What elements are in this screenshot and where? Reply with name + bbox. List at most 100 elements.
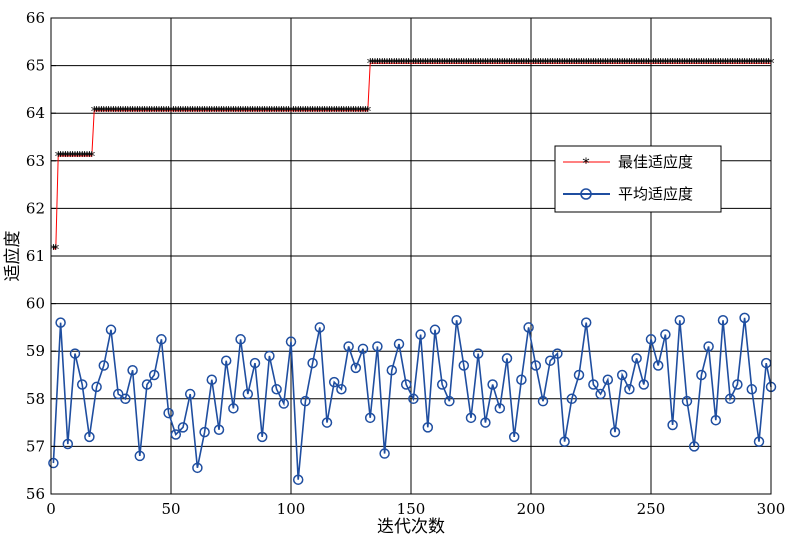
average-fitness-point [660,329,671,340]
best-fitness-point: * [684,57,691,72]
best-fitness-point: * [319,105,326,120]
best-fitness-point: * [362,105,369,120]
best-fitness-point: * [278,105,285,120]
average-fitness-point [184,388,196,400]
average-fitness-point [703,341,714,352]
average-fitness-point [386,364,398,376]
average-fitness-point [249,357,261,369]
best-fitness-point: * [665,57,672,72]
average-fitness-point [573,369,585,381]
average-fitness-point [559,436,570,447]
average-fitness-point [163,407,174,419]
average-fitness-point [508,431,520,443]
best-fitness-point: * [552,57,559,72]
best-fitness-point: * [115,105,122,120]
average-fitness-point [170,429,182,440]
average-fitness-point [364,412,376,424]
best-fitness-point: * [266,105,273,120]
best-fitness-point: * [108,105,115,120]
best-fitness-point: * [53,243,60,258]
best-fitness-point: * [530,57,537,72]
best-fitness-point: * [295,105,302,120]
best-fitness-point: * [518,57,525,72]
average-fitness-point [429,324,441,336]
best-fitness-point: * [113,105,120,120]
best-fitness-point: * [137,105,144,120]
y-tick-label: 61 [26,247,45,265]
best-fitness-point: * [129,105,136,120]
best-fitness-point: * [57,150,64,165]
best-fitness-point: * [223,105,230,120]
best-fitness-point: * [703,57,710,72]
best-fitness-point: * [173,105,180,120]
best-fitness-point: * [446,57,453,72]
best-fitness-point: * [501,57,508,72]
average-fitness-point [753,436,765,447]
best-fitness-point: * [149,105,156,120]
best-fitness-point: * [175,105,182,120]
best-fitness-point: * [249,105,256,120]
best-fitness-point: * [504,57,511,72]
best-fitness-point: * [667,57,674,72]
best-fitness-point: * [523,57,530,72]
best-fitness-point: * [612,57,619,72]
y-tick-label: 63 [26,152,45,170]
average-fitness-point [487,379,498,390]
best-fitness-point: * [67,150,74,165]
best-fitness-point: * [749,57,756,72]
best-fitness-point: * [729,57,736,72]
legend-marker-best: * [583,156,590,172]
best-fitness-point: * [636,57,643,72]
best-fitness-point: * [525,57,532,72]
best-fitness-point: * [739,57,746,72]
best-fitness-point: * [451,57,458,72]
legend-label-best: 最佳适应度 [618,153,693,171]
average-fitness-point [501,353,513,364]
y-tick-label: 59 [26,342,45,360]
series-layer: ****************************************… [48,57,777,485]
best-fitness-point: * [283,105,290,120]
best-fitness-point: * [151,105,158,120]
best-fitness-point: * [225,105,232,120]
average-fitness-point [746,384,758,395]
best-fitness-point: * [77,150,84,165]
best-fitness-point: * [300,105,307,120]
best-fitness-point: * [141,105,148,120]
best-fitness-point: * [146,105,153,120]
best-fitness-point: * [629,57,636,72]
y-tick-label: 58 [26,390,45,408]
best-fitness-point: * [753,57,760,72]
best-fitness-point: * [91,105,98,120]
average-fitness-point [724,393,736,405]
best-fitness-point: * [758,57,765,72]
average-fitness-point [652,360,664,371]
best-fitness-point: * [252,105,259,120]
legend-marker-average [580,188,592,200]
best-fitness-point: * [345,105,352,120]
average-fitness-point [120,393,131,405]
best-fitness-point: * [396,57,403,72]
best-fitness-point: * [233,105,240,120]
best-fitness-point: * [254,105,261,120]
best-fitness-point: * [732,57,739,72]
best-fitness-point: * [650,57,657,72]
best-fitness-point: * [638,57,645,72]
best-fitness-point: * [763,57,770,72]
average-fitness-point [62,438,74,450]
best-fitness-point: * [55,150,62,165]
best-fitness-point: * [213,105,220,120]
best-fitness-point: * [686,57,693,72]
average-fitness-point [609,426,621,438]
best-fitness-point: * [696,57,703,72]
best-fitness-point: * [408,57,415,72]
best-fitness-point: * [134,105,141,120]
average-fitness-point [638,379,650,390]
best-fitness-point: * [477,57,484,72]
best-fitness-point: * [722,57,729,72]
best-fitness-point: * [324,105,331,120]
best-fitness-point: * [259,105,266,120]
best-fitness-point: * [235,105,242,120]
best-fitness-point: * [698,57,705,72]
best-fitness-point: * [422,57,429,72]
best-fitness-point: * [120,105,127,120]
